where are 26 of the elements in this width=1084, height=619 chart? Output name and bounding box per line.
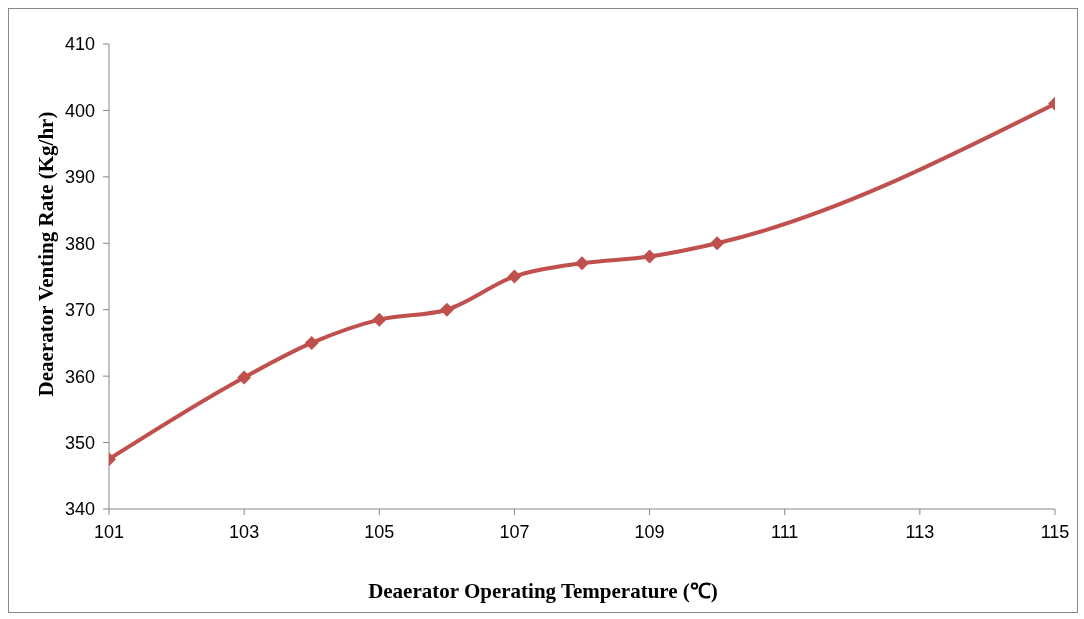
y-tick-label: 400 [64, 100, 95, 121]
x-tick-label: 115 [1040, 521, 1070, 542]
point [372, 312, 387, 327]
point [304, 335, 319, 350]
point [507, 269, 522, 284]
x-tick-label: 105 [364, 521, 395, 542]
y-tick-label: 380 [64, 233, 95, 254]
point [237, 370, 252, 385]
point [642, 249, 657, 264]
x-tick-label: 111 [771, 521, 799, 542]
x-tick-label: 101 [93, 521, 125, 542]
x-axis-title: Deaerator Operating Temperature (℃) [367, 578, 719, 604]
x-tick-label: 113 [905, 521, 935, 542]
y-tick-label: 340 [64, 499, 95, 520]
y-tick-label: 410 [64, 34, 95, 55]
x-tick-label: 107 [499, 521, 530, 542]
x-tick-label: 103 [229, 521, 260, 542]
point [439, 302, 454, 317]
point [710, 236, 725, 251]
y-tick-label: 390 [64, 167, 95, 188]
point [575, 256, 589, 271]
x-tick-label: 109 [634, 521, 665, 542]
y-axis-title: Deaerator Venting Rate (Kg/hr) [33, 111, 59, 397]
y-tick-label: 370 [64, 300, 95, 321]
y-tick-label: 350 [64, 432, 95, 453]
y-tick-label: 360 [64, 366, 95, 387]
